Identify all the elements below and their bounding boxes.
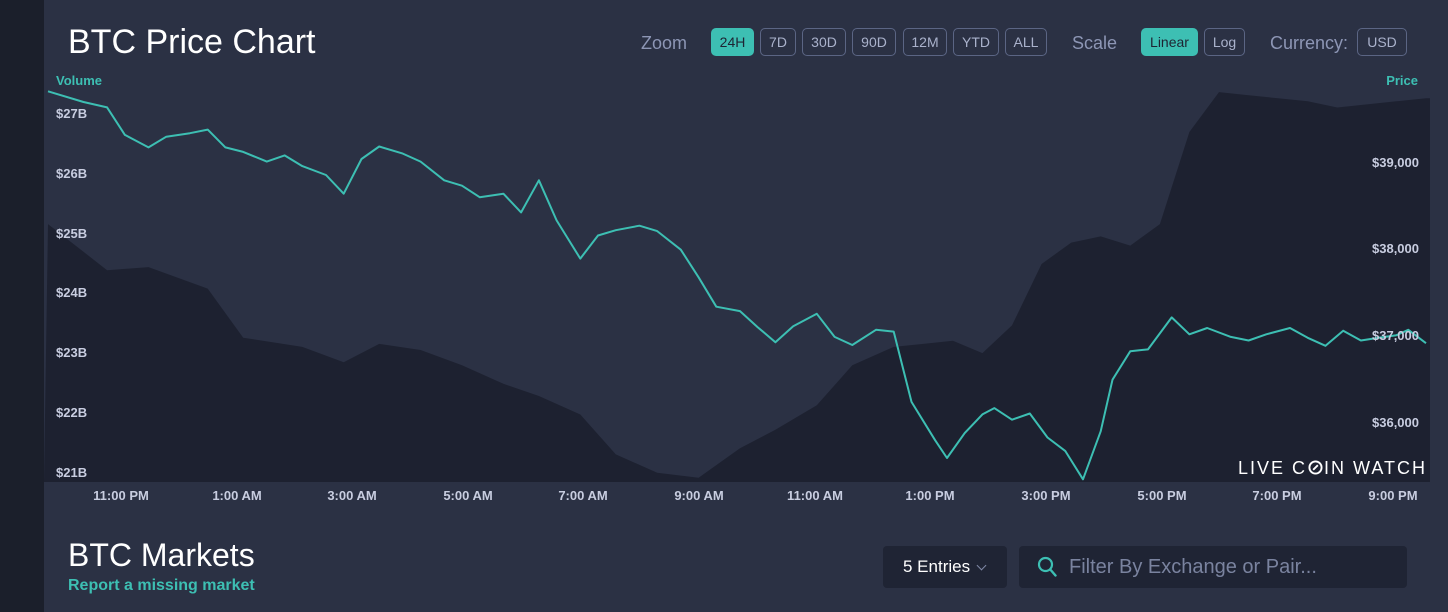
zoom-ytd-button[interactable]: YTD (953, 28, 999, 56)
volume-tick: $23B (56, 345, 88, 360)
time-tick: 1:00 PM (905, 488, 955, 503)
zoom-24h-button[interactable]: 24H (711, 28, 754, 56)
volume-tick: $26B (56, 166, 88, 181)
time-tick: 3:00 PM (1021, 488, 1071, 503)
volume-tick: $27B (56, 106, 88, 121)
price-tick: $37,000 (1372, 328, 1419, 343)
volume-tick: $22B (56, 405, 88, 420)
zoom-30d-button[interactable]: 30D (802, 28, 846, 56)
coin-logo-icon (1308, 460, 1323, 475)
time-tick: 11:00 PM (93, 488, 149, 503)
zoom-all-button[interactable]: ALL (1005, 28, 1047, 56)
price-line (47, 90, 1427, 481)
scale-linear-button[interactable]: Linear (1141, 28, 1198, 56)
price-volume-chart[interactable] (44, 86, 1430, 482)
zoom-12m-button[interactable]: 12M (903, 28, 947, 56)
time-tick: 5:00 AM (443, 488, 493, 503)
entries-label: 5 Entries (903, 557, 971, 576)
volume-area (44, 92, 1430, 482)
time-tick: 11:00 AM (787, 488, 843, 503)
price-tick: $38,000 (1372, 241, 1419, 256)
markets-title: BTC Markets (68, 537, 255, 573)
entries-select[interactable]: 5 Entries (883, 546, 1007, 588)
zoom-90d-button[interactable]: 90D (852, 28, 896, 56)
currency-button[interactable]: USD (1357, 28, 1407, 56)
time-tick: 7:00 AM (558, 488, 608, 503)
volume-tick: $21B (56, 465, 88, 480)
time-tick: 3:00 AM (327, 488, 377, 503)
price-tick: $39,000 (1372, 155, 1419, 170)
live-coin-watch-logo: LIVE C IN WATCH (1238, 458, 1428, 478)
scale-label: Scale (1072, 33, 1118, 53)
page-title: BTC Price Chart (68, 23, 316, 61)
market-filter-search[interactable] (1019, 546, 1407, 588)
report-missing-market-link[interactable]: Report a missing market (68, 577, 255, 594)
time-tick: 9:00 AM (674, 488, 724, 503)
left-sidebar-strip (0, 0, 44, 612)
volume-axis-title: Volume (56, 73, 102, 88)
market-filter-input[interactable] (1067, 554, 1401, 580)
currency-label: Currency: (1270, 33, 1349, 53)
time-tick: 7:00 PM (1252, 488, 1302, 503)
price-axis-title: Price (1386, 73, 1418, 88)
chevron-down-icon (976, 560, 987, 570)
price-tick: $36,000 (1372, 415, 1419, 430)
scale-log-button[interactable]: Log (1204, 28, 1245, 56)
search-icon (1037, 556, 1057, 577)
time-tick: 5:00 PM (1137, 488, 1187, 503)
time-tick: 9:00 PM (1368, 488, 1418, 503)
volume-tick: $24B (56, 285, 88, 300)
zoom-7d-button[interactable]: 7D (760, 28, 796, 56)
volume-tick: $25B (56, 226, 88, 241)
zoom-label: Zoom (641, 33, 688, 53)
time-tick: 1:00 AM (212, 488, 262, 503)
